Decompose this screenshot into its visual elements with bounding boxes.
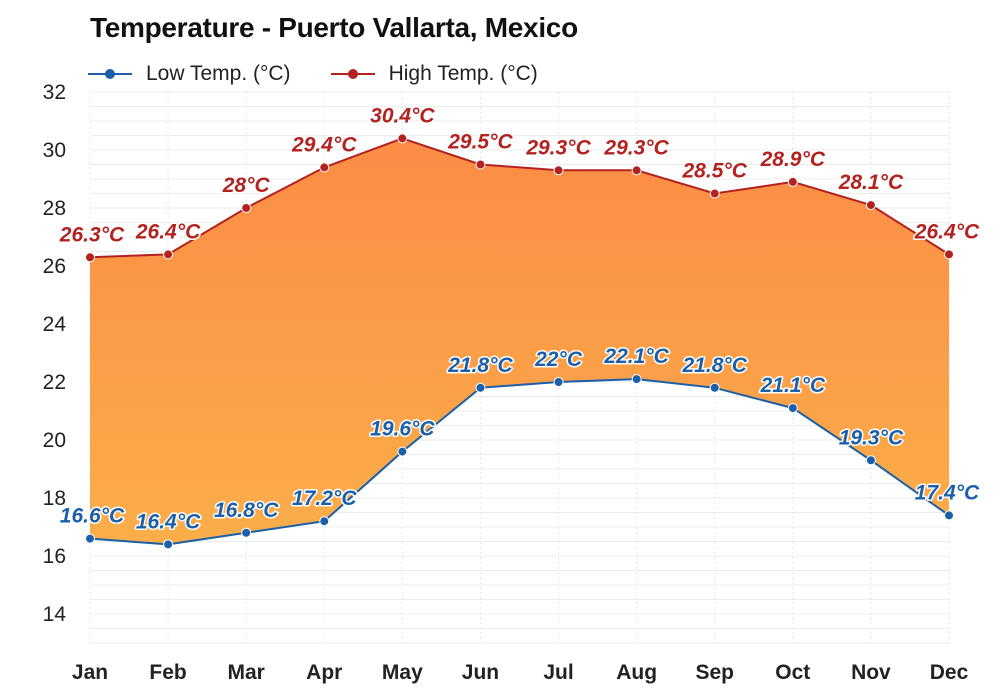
- legend-item-low[interactable]: Low Temp. (°C): [88, 62, 291, 86]
- high-temp-data-label: 26.4°C: [135, 220, 201, 243]
- legend-swatch-high: [330, 67, 375, 81]
- y-tick-label: 26: [43, 255, 66, 278]
- low-temp-data-label: 19.6°C: [370, 418, 435, 441]
- low-temp-point: [553, 377, 564, 387]
- low-temp-data-label: 19.3°C: [839, 426, 904, 449]
- x-tick-label: Aug: [616, 661, 657, 684]
- low-temp-data-label: 17.4°C: [915, 481, 980, 504]
- y-tick-label: 16: [43, 545, 66, 568]
- low-temp-point: [475, 382, 486, 393]
- high-temp-point: [787, 176, 798, 187]
- chart-legend: Low Temp. (°C) High Temp. (°C): [88, 60, 578, 88]
- y-tick-label: 24: [43, 313, 67, 336]
- x-tick-label: Jul: [543, 661, 573, 684]
- legend-label-low: Low Temp. (°C): [146, 62, 291, 85]
- low-temp-point: [163, 539, 174, 550]
- temperature-range-area: [90, 138, 949, 545]
- low-temp-line: [89, 378, 950, 546]
- high-temp-point: [475, 159, 486, 170]
- legend-swatch-low: [88, 67, 132, 81]
- high-temp-data-label: 28.9°C: [760, 148, 826, 171]
- high-temp-point: [397, 133, 408, 144]
- y-tick-label: 28: [43, 197, 66, 220]
- x-tick-label: May: [382, 661, 423, 684]
- x-tick-label: Feb: [149, 661, 186, 684]
- low-temp-point: [944, 510, 954, 521]
- high-temp-data-label: 29.4°C: [291, 133, 357, 156]
- y-tick-label: 32: [43, 81, 66, 104]
- y-tick-label: 20: [43, 429, 66, 452]
- high-temp-point: [319, 162, 330, 173]
- high-temp-point: [163, 249, 174, 260]
- high-temp-point: [85, 252, 95, 263]
- low-temp-data-label: 16.6°C: [60, 505, 125, 528]
- low-temp-point: [709, 382, 720, 393]
- low-temp-data-label: 22°C: [534, 348, 583, 371]
- high-temp-data-label: 28.5°C: [682, 160, 748, 183]
- x-tick-label: Dec: [930, 661, 969, 684]
- high-temp-data-label: 26.3°C: [59, 223, 125, 246]
- low-temp-point: [85, 533, 95, 544]
- high-temp-data-label: 29.5°C: [447, 131, 513, 154]
- high-temp-point: [944, 249, 954, 260]
- low-temp-data-label: 21.8°C: [682, 354, 748, 377]
- y-tick-label: 30: [43, 139, 66, 162]
- high-temp-data-label: 30.4°C: [370, 104, 435, 127]
- high-temp-point: [631, 165, 642, 176]
- high-temp-point: [709, 188, 720, 199]
- legend-label-high: High Temp. (°C): [388, 62, 538, 85]
- low-temp-data-label: 16.8°C: [214, 499, 279, 522]
- high-temp-line: [89, 137, 950, 259]
- legend-item-high[interactable]: High Temp. (°C): [330, 62, 538, 86]
- x-tick-label: Nov: [851, 661, 891, 684]
- low-temp-point: [865, 455, 876, 466]
- high-temp-data-label: 28.1°C: [838, 171, 904, 194]
- low-temp-data-label: 16.4°C: [136, 510, 201, 533]
- high-temp-point: [865, 200, 876, 211]
- low-temp-point: [397, 446, 408, 457]
- x-tick-label: Jan: [72, 661, 108, 684]
- low-temp-point: [631, 374, 642, 385]
- low-temp-data-label: 21.1°C: [760, 374, 826, 397]
- low-temp-data-label: 22.1°C: [603, 345, 669, 368]
- low-temp-data-label: 17.2°C: [292, 487, 357, 510]
- x-tick-label: Sep: [695, 661, 734, 684]
- x-tick-label: Jun: [462, 661, 499, 684]
- high-temp-data-label: 26.4°C: [914, 220, 980, 243]
- low-temp-point: [319, 516, 330, 527]
- y-tick-label: 18: [43, 487, 66, 510]
- high-temp-data-label: 29.3°C: [603, 136, 669, 159]
- chart-title: Temperature - Puerto Vallarta, Mexico: [90, 12, 578, 43]
- low-temp-point: [241, 527, 252, 538]
- y-tick-label: 22: [43, 371, 66, 394]
- high-temp-data-label: 28°C: [222, 174, 271, 197]
- high-temp-point: [553, 165, 564, 176]
- x-tick-label: Mar: [228, 661, 265, 684]
- x-tick-label: Oct: [775, 661, 810, 684]
- high-temp-point: [241, 203, 252, 213]
- x-tick-label: Apr: [306, 661, 342, 684]
- low-temp-point: [787, 403, 798, 414]
- high-temp-data-label: 29.3°C: [525, 136, 591, 159]
- y-tick-label: 14: [43, 603, 67, 626]
- low-temp-data-label: 21.8°C: [447, 354, 513, 377]
